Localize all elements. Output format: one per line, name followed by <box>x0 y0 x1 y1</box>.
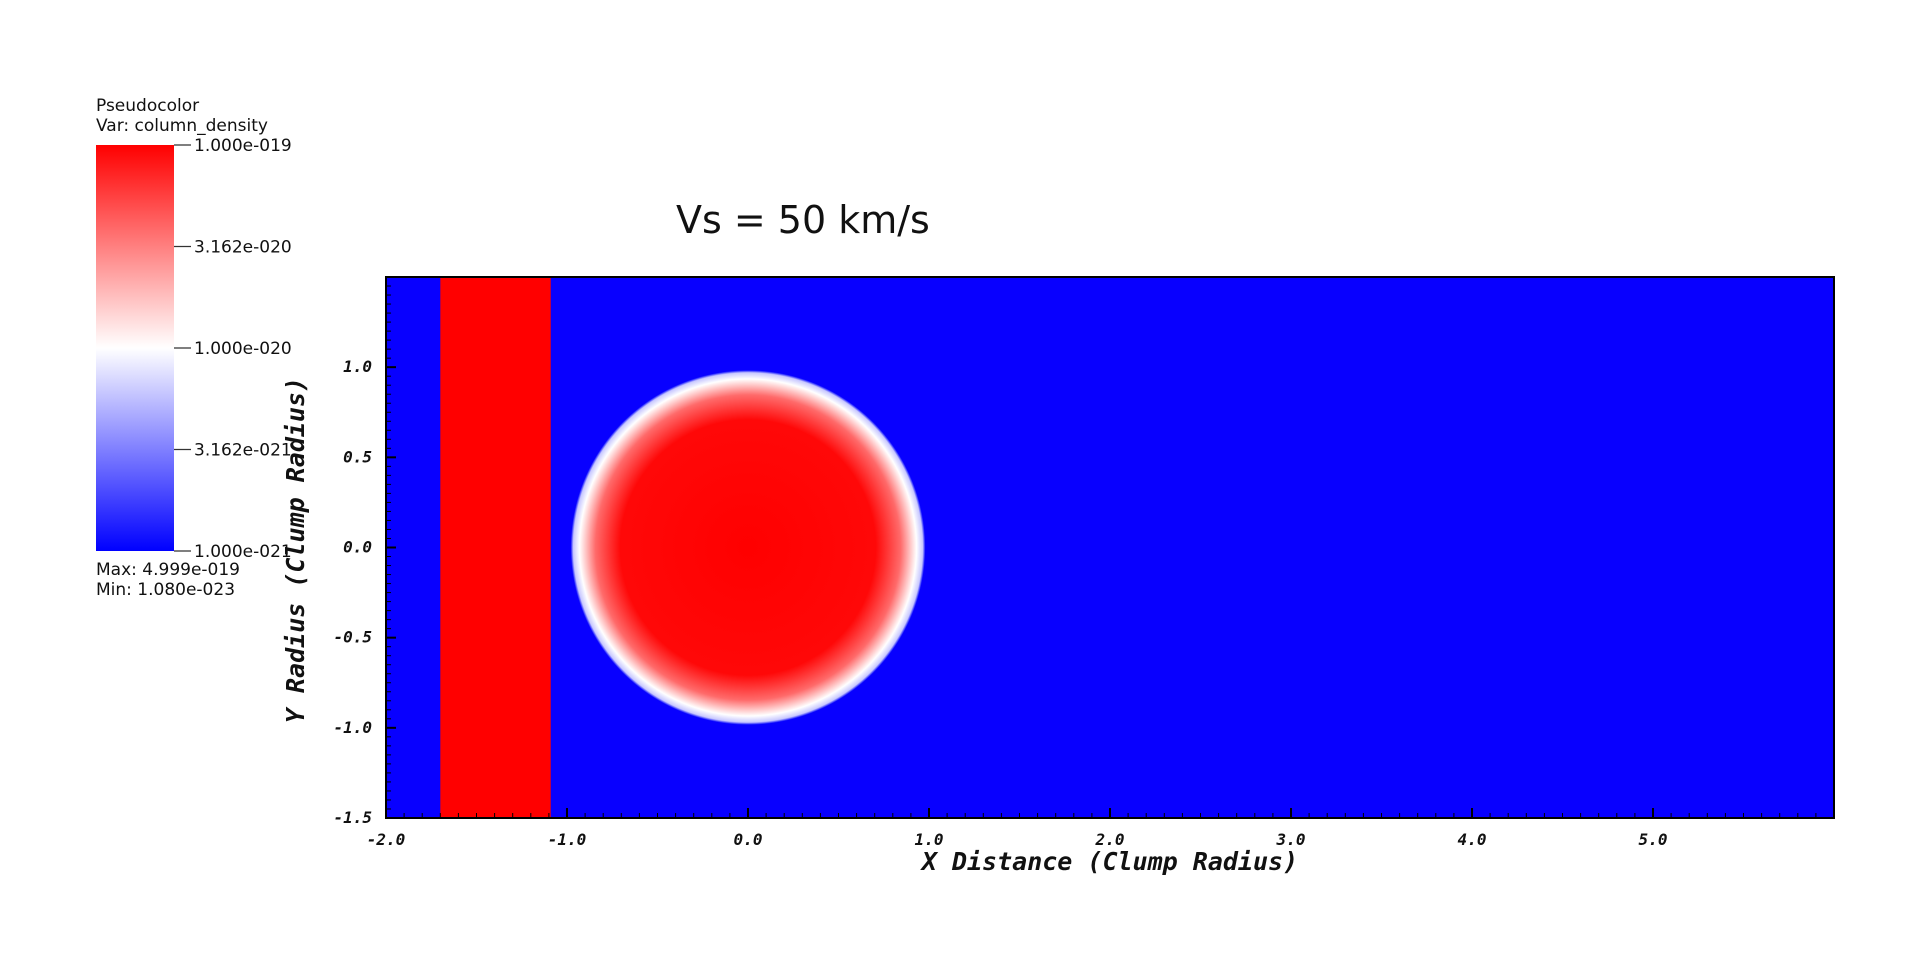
legend-min: Min: 1.080e-023 <box>96 580 235 600</box>
colorbar-tick-label: 1.000e-019 <box>194 136 292 156</box>
clump <box>570 370 926 725</box>
x-axis: -2.0 -1.0 0.0 1.0 2.0 3.0 4.0 5.0 <box>367 808 1835 849</box>
legend-plot-type: Pseudocolor <box>96 96 199 116</box>
colorbar-tick-label: 3.162e-021 <box>194 441 292 461</box>
colorbar-ticks: 1.000e-019 3.162e-020 1.000e-020 3.162e-021… <box>174 136 292 562</box>
y-axis-label: Y Radius (Clump Radius) <box>281 377 310 723</box>
shock-slab <box>440 277 551 818</box>
colorbar-tick-label: 1.000e-021 <box>194 542 292 562</box>
x-tick-label: -1.0 <box>548 830 587 849</box>
y-tick-label: -0.5 <box>333 628 372 647</box>
x-tick-label: 4.0 <box>1458 830 1487 849</box>
plot-area <box>385 276 1835 819</box>
y-tick-label: -1.5 <box>333 808 372 827</box>
colorbar-tick-label: 3.162e-020 <box>194 238 292 258</box>
y-tick-label: -1.0 <box>333 718 372 737</box>
y-axis: -1.5 -1.0 -0.5 0.0 0.5 1.0 <box>333 276 396 827</box>
x-tick-label: 0.0 <box>734 830 763 849</box>
chart-title: Vs = 50 km/s <box>676 198 930 242</box>
colorbar-legend: Pseudocolor Var: column_density 1.000e-0… <box>96 96 292 600</box>
y-tick-label: 0.0 <box>343 538 372 557</box>
x-tick-label: 2.0 <box>1095 830 1125 849</box>
y-tick-label: 0.5 <box>343 447 372 466</box>
x-tick-label: 1.0 <box>915 830 944 849</box>
x-axis-label: X Distance (Clump Radius) <box>920 847 1298 876</box>
x-tick-label: -2.0 <box>367 830 406 849</box>
legend-variable: Var: column_density <box>96 116 268 136</box>
x-tick-label: 5.0 <box>1639 830 1668 849</box>
y-tick-label: 1.0 <box>343 357 372 376</box>
colorbar-tick-label: 1.000e-020 <box>194 339 292 359</box>
colorbar <box>96 145 174 551</box>
legend-max: Max: 4.999e-019 <box>96 560 240 580</box>
x-tick-label: 3.0 <box>1276 830 1306 849</box>
